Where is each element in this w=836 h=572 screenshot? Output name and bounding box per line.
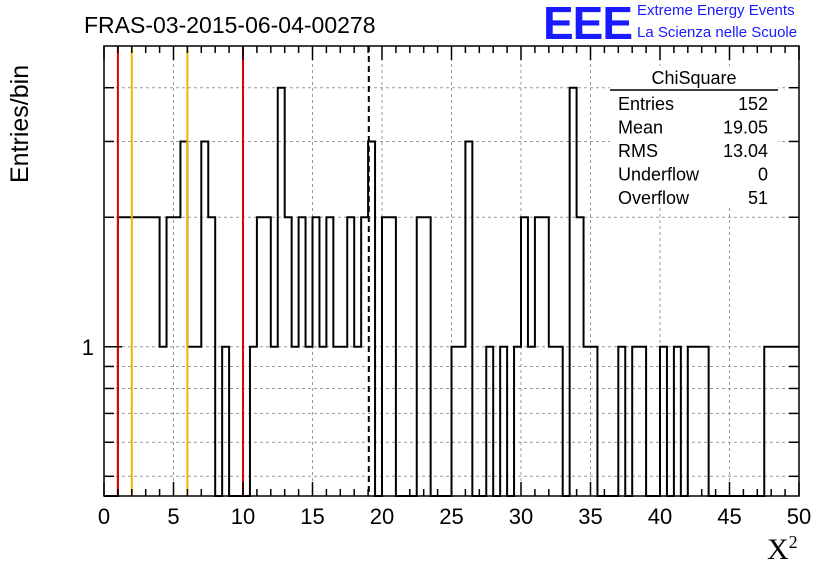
logo-tagline-2: La Scienza nelle Scuole [637,24,798,41]
stats-value-underflow: 0 [758,165,768,185]
x-tick-label: 30 [509,504,533,529]
stats-label-entries: Entries [618,94,674,114]
stats-label-underflow: Underflow [618,165,700,185]
x-tick-label: 40 [648,504,672,529]
stats-title: ChiSquare [651,68,736,88]
x-tick-label: 35 [578,504,602,529]
x-tick-label: 5 [167,504,179,529]
x-tick-label: 25 [439,504,463,529]
stats-value-entries: 152 [738,94,768,114]
stats-value-overflow: 51 [748,188,768,208]
x-tick-label: 20 [370,504,394,529]
x-tick-label: 10 [231,504,255,529]
x-tick-label: 0 [98,504,110,529]
stats-value-rms: 13.04 [723,141,768,161]
stats-label-rms: RMS [618,141,658,161]
y-tick-label: 1 [82,335,94,360]
logo-tagline-1: Extreme Energy Events [637,2,795,19]
x-axis-label: X2 [767,532,798,566]
x-tick-label: 50 [787,504,811,529]
plot-title: FRAS-03-2015-06-04-00278 [84,12,376,38]
eee-logo: EEE [543,0,633,49]
x-tick-label: 45 [717,504,741,529]
stats-label-overflow: Overflow [618,188,690,208]
x-tick-label: 15 [300,504,324,529]
stats-value-mean: 19.05 [723,118,768,138]
stats-label-mean: Mean [618,118,663,138]
